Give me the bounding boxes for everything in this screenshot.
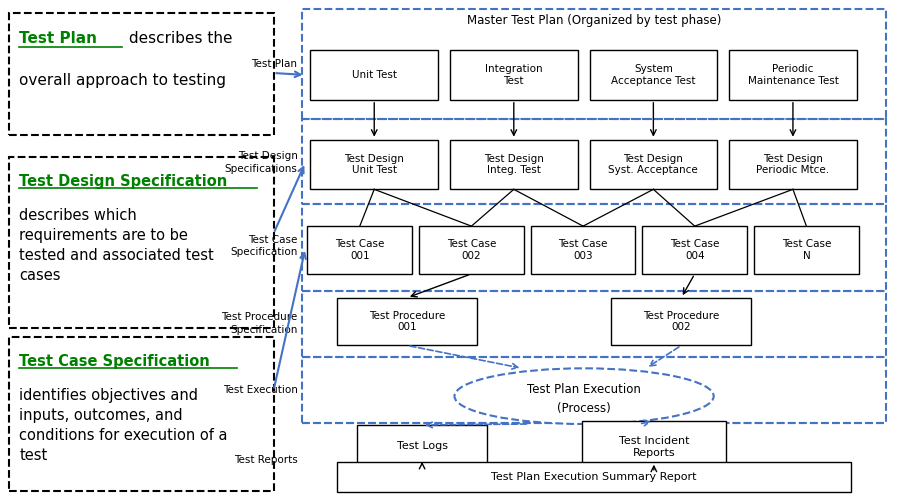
Text: Test Reports: Test Reports	[234, 455, 298, 465]
Text: Test Case
N: Test Case N	[782, 239, 831, 261]
Text: Periodic
Maintenance Test: Periodic Maintenance Test	[748, 64, 839, 86]
Text: Test Logs: Test Logs	[397, 441, 447, 451]
Bar	[729, 50, 857, 100]
Text: Test Plan Execution Summary Report: Test Plan Execution Summary Report	[491, 472, 697, 482]
Bar	[338, 462, 850, 492]
Text: describes the: describes the	[124, 31, 232, 46]
Bar	[9, 13, 274, 134]
Bar	[338, 298, 477, 345]
Text: Unit Test: Unit Test	[352, 70, 397, 80]
Bar	[531, 226, 635, 274]
Text: Test Plan: Test Plan	[251, 59, 298, 69]
Text: Test Case
003: Test Case 003	[558, 239, 608, 261]
Bar	[754, 226, 859, 274]
Text: Test Procedure
Specification: Test Procedure Specification	[221, 312, 298, 335]
Text: Test Incident
Reports: Test Incident Reports	[618, 436, 689, 458]
Text: System
Acceptance Test: System Acceptance Test	[611, 64, 696, 86]
Text: Test Design
Syst. Acceptance: Test Design Syst. Acceptance	[608, 154, 698, 175]
Text: Test Case Specification: Test Case Specification	[19, 355, 210, 370]
Text: identifies objectives and
inputs, outcomes, and
conditions for execution of a
te: identifies objectives and inputs, outcom…	[19, 388, 228, 463]
Text: Test Plan: Test Plan	[19, 31, 97, 46]
Text: Test Execution: Test Execution	[222, 385, 298, 395]
Ellipse shape	[454, 369, 714, 424]
Text: Integration
Test: Integration Test	[485, 64, 543, 86]
Bar	[450, 139, 578, 189]
Bar	[590, 139, 717, 189]
Text: Test Plan Execution: Test Plan Execution	[527, 383, 641, 396]
Text: Test Design
Unit Test: Test Design Unit Test	[345, 154, 404, 175]
Text: Test Procedure
001: Test Procedure 001	[369, 311, 446, 332]
Text: (Process): (Process)	[557, 402, 611, 415]
Bar	[611, 298, 752, 345]
Bar	[590, 50, 717, 100]
Text: Test Case
Specification: Test Case Specification	[230, 235, 298, 257]
Text: Test Case
001: Test Case 001	[335, 239, 384, 261]
Bar	[310, 139, 438, 189]
Bar	[419, 226, 524, 274]
Bar	[308, 226, 412, 274]
Bar	[357, 425, 487, 467]
Bar	[450, 50, 578, 100]
Bar	[302, 9, 886, 119]
Text: describes which
requirements are to be
tested and associated test
cases: describes which requirements are to be t…	[19, 208, 214, 283]
Text: Test Design
Periodic Mtce.: Test Design Periodic Mtce.	[756, 154, 830, 175]
Text: overall approach to testing: overall approach to testing	[19, 73, 226, 88]
Text: Test Design
Integ. Test: Test Design Integ. Test	[484, 154, 544, 175]
Bar	[302, 291, 886, 358]
Bar	[9, 157, 274, 327]
Text: Test Case
002: Test Case 002	[446, 239, 496, 261]
Bar	[310, 50, 438, 100]
Bar	[302, 204, 886, 291]
Text: Master Test Plan (Organized by test phase): Master Test Plan (Organized by test phas…	[467, 14, 721, 27]
Bar	[643, 226, 747, 274]
Bar	[9, 336, 274, 491]
Bar	[581, 421, 726, 473]
Text: Test Case
004: Test Case 004	[670, 239, 719, 261]
Text: Test Design Specification: Test Design Specification	[19, 175, 228, 189]
Text: Test Design
Specifications: Test Design Specifications	[225, 151, 298, 174]
Bar	[302, 358, 886, 423]
Bar	[729, 139, 857, 189]
Bar	[302, 119, 886, 204]
Text: Test Procedure
002: Test Procedure 002	[644, 311, 719, 332]
